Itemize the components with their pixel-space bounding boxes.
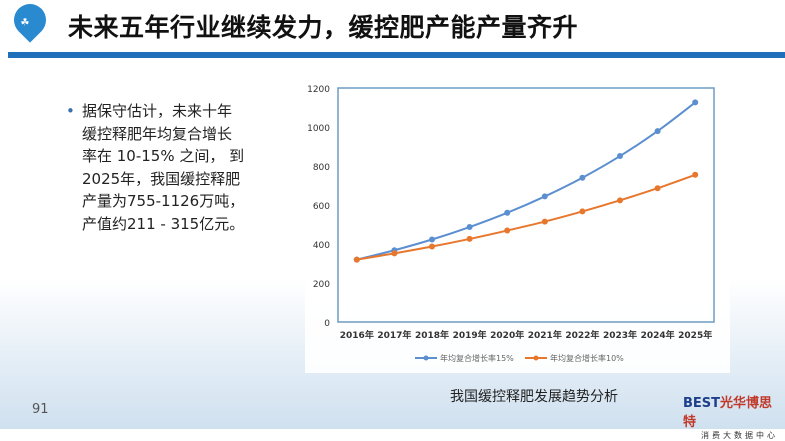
- chart-container: 0 200 400 600 800 1000 1200 2016年 2017年 2018年 2019…: [305, 78, 730, 373]
- data-point: [617, 153, 623, 160]
- legend-label: 年均复合增长率15%: [440, 353, 514, 363]
- line-chart: 0 200 400 600 800 1000 1200 2016年 2017年 2018年 2019…: [307, 85, 715, 363]
- y-tick-label: 0: [324, 319, 330, 329]
- y-tick-label: 1000: [307, 124, 330, 134]
- x-tick-label: 2021年: [528, 329, 562, 341]
- page-number: 91: [32, 402, 49, 417]
- bullet-line: 缓控释肥年均复合增长: [82, 124, 233, 143]
- data-point: [429, 243, 435, 250]
- x-tick-label: 2018年: [415, 329, 449, 341]
- data-point: [692, 171, 699, 178]
- data-point: [429, 236, 435, 243]
- x-tick-label: 2020年: [490, 329, 524, 341]
- x-tick-label: 2016年: [340, 329, 374, 341]
- data-point: [692, 99, 699, 106]
- data-point: [353, 256, 360, 263]
- brand-cn: 光华博思特: [683, 396, 773, 430]
- data-point: [654, 185, 661, 192]
- data-point: [579, 174, 586, 181]
- data-point: [504, 209, 511, 216]
- bullet-text: • 据保守估计，未来十年 缓控释肥年均复合增长 率在 10-15% 之间， 到 …: [66, 100, 276, 235]
- data-point: [541, 193, 548, 200]
- y-tick-label: 400: [313, 241, 330, 251]
- legend-label: 年均复合增长率10%: [550, 353, 624, 363]
- series-line-1: [356, 101, 696, 261]
- bullet-line: 产量为755-1126万吨，: [82, 192, 245, 210]
- x-tick-label: 2017年: [377, 329, 411, 341]
- x-tick-label: 2025年: [678, 329, 712, 341]
- x-tick-label: 2023年: [603, 329, 637, 341]
- data-point: [391, 250, 398, 257]
- bullet-line: 2025年，我国缓控释肥: [82, 169, 241, 188]
- bullet-line: 率在 10-15% 之间， 到: [82, 147, 245, 165]
- series-line-2: [356, 173, 696, 261]
- logo-icon: ☘: [7, 0, 53, 43]
- data-point: [617, 197, 623, 204]
- data-point: [466, 235, 473, 242]
- x-tick-label: 2019年: [453, 329, 487, 341]
- data-point: [541, 218, 548, 225]
- y-tick-label: 800: [313, 163, 330, 173]
- data-point: [466, 224, 473, 231]
- legend-marker: [533, 355, 539, 361]
- y-tick-label: 600: [313, 202, 330, 212]
- brand-name: BEST: [683, 396, 721, 411]
- brand-logo: BEST光华博思特 消费大数据中心: [683, 392, 785, 441]
- bullet-line: 产值约211 - 315亿元。: [82, 214, 245, 233]
- title-underline: [8, 52, 785, 58]
- brand-sub: 消费大数据中心: [701, 431, 778, 440]
- data-point: [504, 227, 511, 234]
- x-tick-label: 2022年: [565, 329, 599, 341]
- y-tick-label: 1200: [307, 85, 330, 95]
- legend-marker: [423, 355, 429, 361]
- data-point: [579, 208, 586, 215]
- y-tick-label: 200: [313, 280, 330, 290]
- data-point: [654, 128, 661, 135]
- page-title: 未来五年行业继续发力，缓控肥产能产量齐升: [68, 13, 579, 42]
- x-tick-label: 2024年: [641, 329, 675, 341]
- chart-caption: 我国缓控释肥发展趋势分析: [450, 389, 618, 405]
- bullet-icon: •: [66, 102, 75, 120]
- plot-frame: [337, 87, 715, 323]
- bullet-line: 据保守估计，未来十年: [82, 102, 233, 120]
